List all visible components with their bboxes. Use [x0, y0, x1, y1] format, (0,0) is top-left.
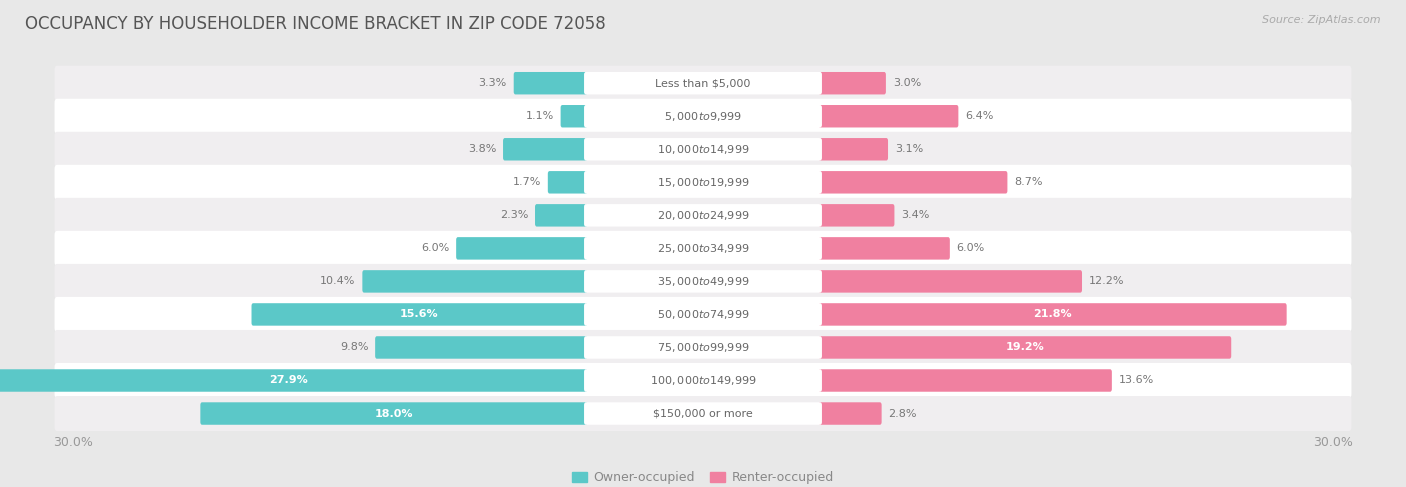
- FancyBboxPatch shape: [583, 138, 823, 161]
- FancyBboxPatch shape: [583, 171, 823, 193]
- FancyBboxPatch shape: [55, 66, 1351, 101]
- Text: 30.0%: 30.0%: [53, 436, 93, 449]
- FancyBboxPatch shape: [200, 402, 588, 425]
- Text: $20,000 to $24,999: $20,000 to $24,999: [657, 209, 749, 222]
- FancyBboxPatch shape: [583, 105, 823, 128]
- FancyBboxPatch shape: [0, 369, 588, 392]
- FancyBboxPatch shape: [561, 105, 588, 128]
- FancyBboxPatch shape: [818, 369, 1112, 392]
- FancyBboxPatch shape: [55, 264, 1351, 299]
- Text: 3.8%: 3.8%: [468, 144, 496, 154]
- Text: $100,000 to $149,999: $100,000 to $149,999: [650, 374, 756, 387]
- Text: 19.2%: 19.2%: [1005, 342, 1045, 353]
- FancyBboxPatch shape: [818, 303, 1286, 326]
- FancyBboxPatch shape: [55, 198, 1351, 233]
- FancyBboxPatch shape: [55, 99, 1351, 134]
- FancyBboxPatch shape: [55, 231, 1351, 266]
- FancyBboxPatch shape: [818, 336, 1232, 359]
- Text: OCCUPANCY BY HOUSEHOLDER INCOME BRACKET IN ZIP CODE 72058: OCCUPANCY BY HOUSEHOLDER INCOME BRACKET …: [25, 15, 606, 33]
- Text: 27.9%: 27.9%: [269, 375, 308, 386]
- FancyBboxPatch shape: [818, 105, 959, 128]
- Text: 10.4%: 10.4%: [321, 277, 356, 286]
- Text: 13.6%: 13.6%: [1119, 375, 1154, 386]
- Text: Source: ZipAtlas.com: Source: ZipAtlas.com: [1263, 15, 1381, 25]
- FancyBboxPatch shape: [375, 336, 588, 359]
- Text: 3.0%: 3.0%: [893, 78, 921, 88]
- Text: 6.0%: 6.0%: [956, 244, 986, 253]
- FancyBboxPatch shape: [583, 303, 823, 326]
- FancyBboxPatch shape: [818, 171, 1008, 193]
- Text: 3.4%: 3.4%: [901, 210, 929, 220]
- FancyBboxPatch shape: [503, 138, 588, 161]
- Text: $75,000 to $99,999: $75,000 to $99,999: [657, 341, 749, 354]
- Legend: Owner-occupied, Renter-occupied: Owner-occupied, Renter-occupied: [568, 466, 838, 487]
- Text: 2.3%: 2.3%: [499, 210, 529, 220]
- Text: $150,000 or more: $150,000 or more: [654, 409, 752, 418]
- Text: $10,000 to $14,999: $10,000 to $14,999: [657, 143, 749, 156]
- FancyBboxPatch shape: [583, 72, 823, 94]
- FancyBboxPatch shape: [818, 138, 889, 161]
- FancyBboxPatch shape: [252, 303, 588, 326]
- Text: 15.6%: 15.6%: [401, 309, 439, 319]
- FancyBboxPatch shape: [583, 402, 823, 425]
- FancyBboxPatch shape: [583, 270, 823, 293]
- Text: $15,000 to $19,999: $15,000 to $19,999: [657, 176, 749, 189]
- FancyBboxPatch shape: [55, 132, 1351, 167]
- FancyBboxPatch shape: [55, 330, 1351, 365]
- FancyBboxPatch shape: [55, 297, 1351, 332]
- Text: 1.7%: 1.7%: [513, 177, 541, 187]
- Text: 3.1%: 3.1%: [894, 144, 924, 154]
- Text: 3.3%: 3.3%: [478, 78, 508, 88]
- Text: $25,000 to $34,999: $25,000 to $34,999: [657, 242, 749, 255]
- FancyBboxPatch shape: [55, 396, 1351, 431]
- FancyBboxPatch shape: [513, 72, 588, 94]
- Text: 1.1%: 1.1%: [526, 111, 554, 121]
- FancyBboxPatch shape: [55, 165, 1351, 200]
- Text: 9.8%: 9.8%: [340, 342, 368, 353]
- FancyBboxPatch shape: [583, 204, 823, 226]
- Text: 21.8%: 21.8%: [1033, 309, 1071, 319]
- Text: Less than $5,000: Less than $5,000: [655, 78, 751, 88]
- Text: 2.8%: 2.8%: [889, 409, 917, 418]
- FancyBboxPatch shape: [818, 270, 1083, 293]
- Text: 6.0%: 6.0%: [420, 244, 450, 253]
- FancyBboxPatch shape: [583, 336, 823, 359]
- Text: 30.0%: 30.0%: [1313, 436, 1353, 449]
- Text: $35,000 to $49,999: $35,000 to $49,999: [657, 275, 749, 288]
- Text: 8.7%: 8.7%: [1014, 177, 1043, 187]
- FancyBboxPatch shape: [55, 363, 1351, 398]
- FancyBboxPatch shape: [818, 402, 882, 425]
- FancyBboxPatch shape: [818, 72, 886, 94]
- Text: $50,000 to $74,999: $50,000 to $74,999: [657, 308, 749, 321]
- FancyBboxPatch shape: [818, 237, 950, 260]
- FancyBboxPatch shape: [548, 171, 588, 193]
- Text: $5,000 to $9,999: $5,000 to $9,999: [664, 110, 742, 123]
- Text: 6.4%: 6.4%: [965, 111, 994, 121]
- FancyBboxPatch shape: [363, 270, 588, 293]
- FancyBboxPatch shape: [818, 204, 894, 226]
- FancyBboxPatch shape: [536, 204, 588, 226]
- FancyBboxPatch shape: [456, 237, 588, 260]
- FancyBboxPatch shape: [583, 237, 823, 260]
- Text: 12.2%: 12.2%: [1088, 277, 1125, 286]
- FancyBboxPatch shape: [583, 369, 823, 392]
- Text: 18.0%: 18.0%: [374, 409, 413, 418]
